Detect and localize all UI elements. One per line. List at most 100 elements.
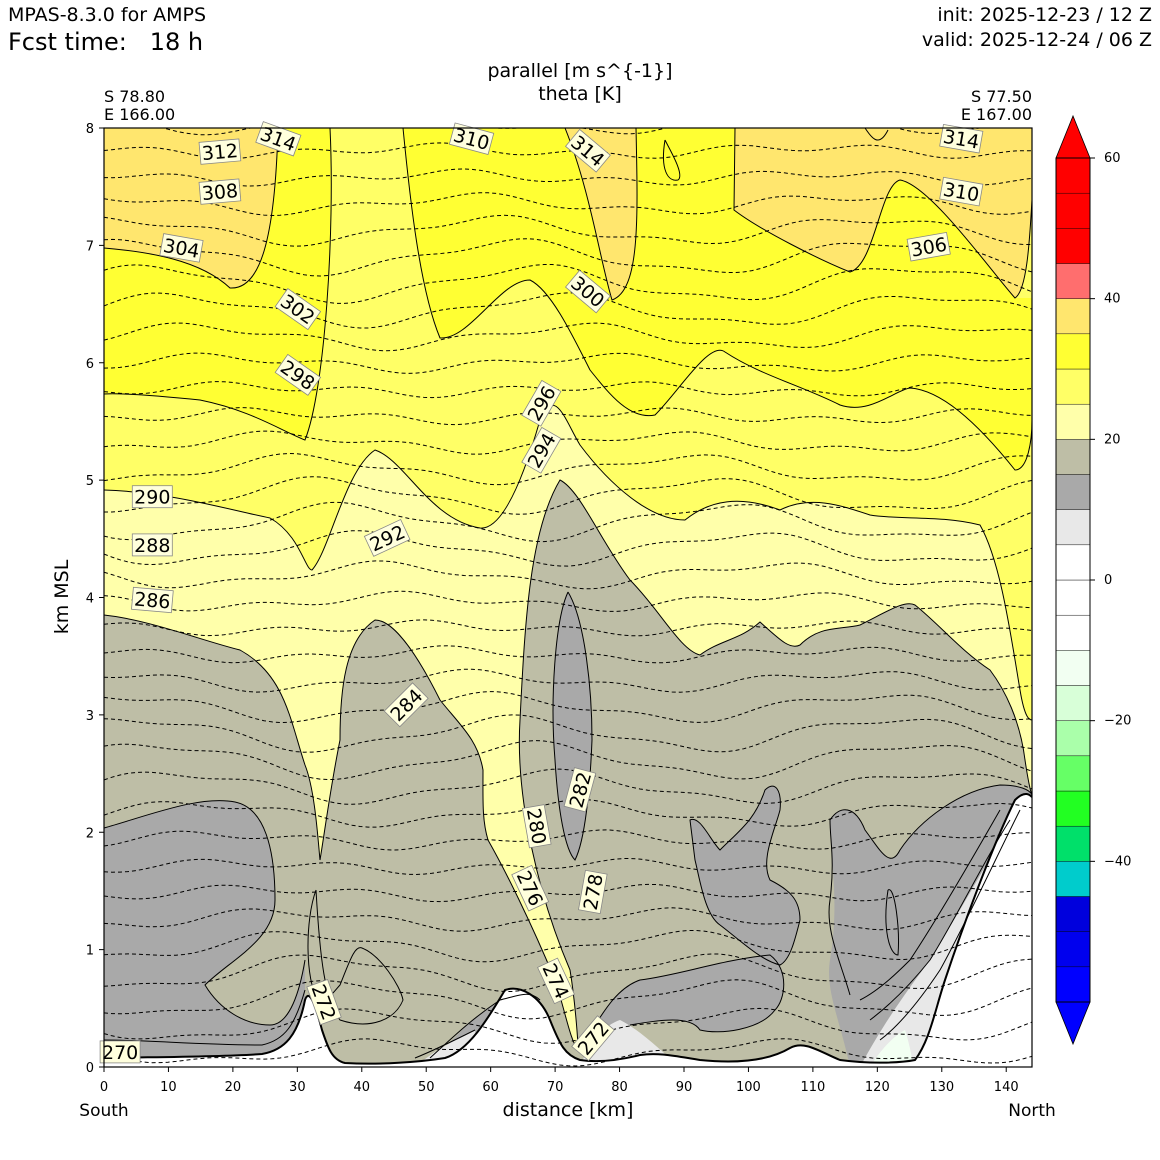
x-tick-label: 10 xyxy=(160,1080,177,1095)
wind-contour-line xyxy=(879,809,1021,1041)
theta-label-box xyxy=(198,178,242,205)
wind-contour-layer xyxy=(104,128,1032,1059)
theta-contour-line xyxy=(104,857,1032,876)
fill-region-35-40 xyxy=(403,128,1032,470)
colorbar-segment xyxy=(1055,650,1091,686)
x-tick-label: 60 xyxy=(482,1080,499,1095)
theta-contour-line xyxy=(104,714,1032,753)
fill-region-45-50 xyxy=(734,128,1032,298)
wind-contour-line xyxy=(663,139,681,181)
x-tick-label: 80 xyxy=(611,1080,628,1095)
theta-label: 290 xyxy=(131,485,173,509)
theta-contour-line xyxy=(104,238,1032,277)
theta-contour-line xyxy=(104,264,1032,304)
colorbar-tick-label: 0 xyxy=(1104,573,1112,588)
colorbar-segment xyxy=(1055,333,1091,370)
theta-contour-line xyxy=(104,740,1032,781)
y-tick-label: 1 xyxy=(86,944,94,959)
theta-label: 306 xyxy=(906,231,951,262)
theta-label-box xyxy=(511,864,550,912)
theta-label: 270 xyxy=(99,1040,141,1064)
theta-label-box xyxy=(99,1040,141,1064)
theta-label-text: 312 xyxy=(201,140,239,165)
init-time: init: 2025-12-23 / 12 Z xyxy=(937,4,1152,26)
wind-fill-layer xyxy=(104,128,1032,1067)
direction-south: South xyxy=(79,1101,129,1121)
theta-label-box xyxy=(198,138,242,165)
theta-contour-line xyxy=(104,381,1032,399)
x-tick-label: 140 xyxy=(994,1080,1019,1095)
end-latitude: S 77.50 xyxy=(970,87,1032,106)
theta-label-box xyxy=(564,269,611,314)
theta-contour-line xyxy=(104,192,1032,217)
theta-label-box xyxy=(564,128,611,173)
wind-contour-line xyxy=(689,785,801,966)
theta-contour-line xyxy=(104,168,1032,187)
x-tick-label: 90 xyxy=(676,1080,693,1095)
theta-label: 308 xyxy=(198,178,242,205)
y-tick-label: 5 xyxy=(86,474,94,489)
model-title: MPAS-8.3.0 for AMPS xyxy=(8,4,207,26)
colorbar-tick-label: 20 xyxy=(1104,432,1121,447)
wind-contour-line xyxy=(864,128,889,141)
colorbar-segment xyxy=(1055,439,1091,475)
x-tick-label: 100 xyxy=(736,1080,761,1095)
colorbar-tick-label: −20 xyxy=(1104,714,1131,729)
wind-contour-line xyxy=(552,591,593,861)
x-tick-label: 50 xyxy=(418,1080,435,1095)
x-tick-label: 0 xyxy=(100,1080,108,1095)
theta-label-box xyxy=(363,518,411,557)
y-tick-label: 8 xyxy=(86,122,94,137)
x-tick-label: 20 xyxy=(225,1080,242,1095)
fill-region-45-50 xyxy=(565,128,638,300)
theta-contour-line xyxy=(104,979,1032,1020)
theta-contour-line xyxy=(104,214,1032,247)
x-tick-label: 120 xyxy=(865,1080,890,1095)
wind-contour-line xyxy=(104,128,332,441)
theta-label-box xyxy=(522,804,552,849)
theta-contour-line xyxy=(104,953,1032,992)
theta-label-box xyxy=(383,682,429,728)
theta-contour-line xyxy=(104,560,1032,590)
colorbar-tick-label: 40 xyxy=(1104,292,1121,307)
colorbar-segment xyxy=(1055,720,1091,757)
theta-label-box xyxy=(939,176,984,207)
colorbar-segment xyxy=(1055,157,1091,194)
x-axis: 0 10 20 30 40 50 60 70 80 90 100 110 120 130 140 xyxy=(100,1067,1019,1095)
theta-label-box xyxy=(306,978,342,1026)
fill-region-15-20 xyxy=(430,785,1032,1067)
colorbar-segment xyxy=(1055,825,1091,862)
theta-contour-line xyxy=(104,1038,1032,1067)
x-tick-label: 70 xyxy=(547,1080,564,1095)
theta-contour-line xyxy=(104,619,1032,637)
theta-label-text: 270 xyxy=(102,1042,138,1064)
theta-contour-line xyxy=(104,883,1032,903)
direction-north: North xyxy=(1008,1101,1056,1121)
terrain-mask xyxy=(104,793,1032,1067)
theta-contour-line xyxy=(104,407,1032,426)
wind-contour-line xyxy=(402,128,1032,471)
fill-region-35-40 xyxy=(104,128,332,440)
colorbar-segment xyxy=(1055,579,1091,616)
theta-label-box xyxy=(159,233,204,263)
start-longitude: E 166.00 xyxy=(104,105,176,124)
forecast-time: Fcst time: 18 h xyxy=(8,28,203,56)
wind-contour-line xyxy=(414,1029,476,1059)
wind-contour-line xyxy=(869,819,1011,1021)
colorbar-segment xyxy=(1055,790,1091,827)
y-tick-label: 3 xyxy=(86,709,94,724)
valid-time: valid: 2025-12-24 / 06 Z xyxy=(921,29,1152,51)
colorbar-segment xyxy=(1055,931,1091,968)
fill-region-pale-green xyxy=(870,1030,914,1067)
wind-contour-line xyxy=(733,128,1032,299)
colorbar-segment xyxy=(1055,685,1091,721)
theta-contour-line xyxy=(104,292,1032,329)
colorbar-under-arrow xyxy=(1055,1001,1091,1046)
y-tick-label: 2 xyxy=(86,826,94,841)
start-latitude: S 78.80 xyxy=(104,87,166,106)
colorbar-segment xyxy=(1055,228,1091,264)
theta-label: 278 xyxy=(578,869,608,914)
wind-contour-line xyxy=(885,889,899,956)
theta-label-text: 308 xyxy=(201,180,239,205)
theta-label-text: 286 xyxy=(133,588,171,613)
